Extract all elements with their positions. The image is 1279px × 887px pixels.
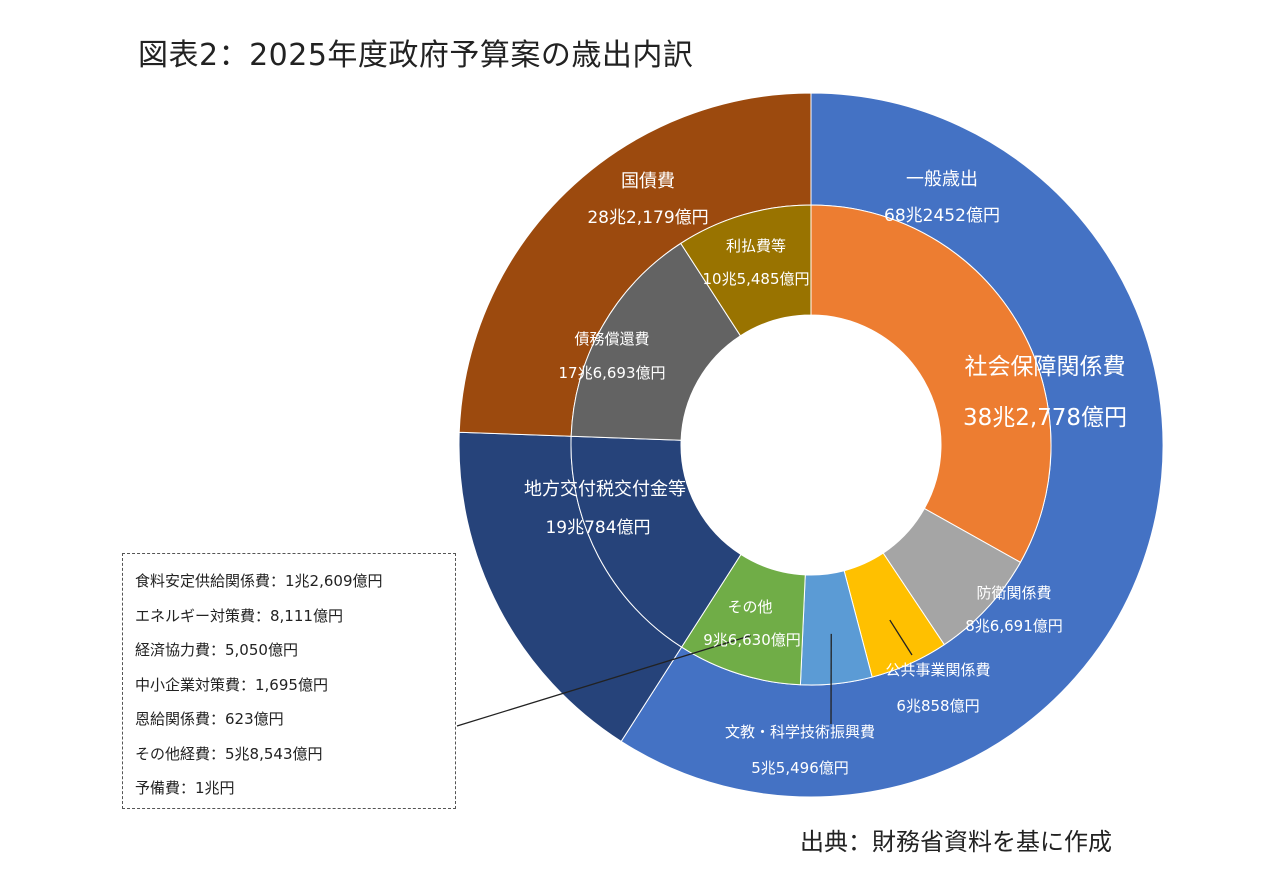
data-label: 8兆6,691億円 [965,617,1063,635]
leader-line [889,619,913,656]
data-label: 68兆2452億円 [884,206,1000,226]
inner-slice [810,204,1052,564]
leader-lines [456,619,913,727]
slice-name: 社会保障関係費 [965,354,1126,380]
inner-slice [570,435,742,648]
data-label: 9兆6,630億円 [703,631,801,649]
source-note: 出典：財務省資料を基に作成 [800,828,1112,856]
inner-slice [680,204,812,337]
slice-name: 文教・科学技術振興費 [725,723,875,741]
slice-name: 利払費等 [726,237,786,255]
leader-line [456,635,751,727]
data-label: 19兆784億円 [545,518,650,538]
breakdown-item: 予備費：1兆円 [135,779,235,797]
outer-ring [458,92,1164,798]
data-label: 6兆858億円 [896,697,979,715]
chart-title: 図表2：2025年度政府予算案の歳出内訳 [138,38,694,73]
data-label: 10兆5,485億円 [702,270,809,288]
breakdown-item: 食料安定供給関係費：1兆2,609億円 [135,572,383,590]
slice-name: その他 [727,598,772,616]
data-label: 28兆2,179億円 [587,208,708,228]
breakdown-item: 恩給関係費：623億円 [135,710,284,728]
other-breakdown-box: 食料安定供給関係費：1兆2,609億円 エネルギー対策費：8,111億円 経済協… [122,553,456,809]
slice-name: 債務償還費 [574,330,649,348]
breakdown-item: 経済協力費：5,050億円 [135,641,298,659]
inner-ring [570,204,1052,686]
data-label: 17兆6,693億円 [558,364,665,382]
breakdown-item: その他経費：5兆8,543億円 [135,744,323,763]
breakdown-item: エネルギー対策費：8,111億円 [135,606,343,625]
data-label: 5兆5,496億円 [751,759,849,777]
breakdown-item: 中小企業対策費：1,695億円 [135,675,328,694]
slice-name: 地方交付税交付金等 [524,479,686,500]
slice-name: 一般歳出 [906,169,978,190]
slice-name: 公共事業関係費 [885,661,990,679]
slice-name: 国債費 [621,171,675,192]
slice-name: 防衛関係費 [976,584,1051,602]
data-label: 38兆2,778億円 [963,405,1127,431]
